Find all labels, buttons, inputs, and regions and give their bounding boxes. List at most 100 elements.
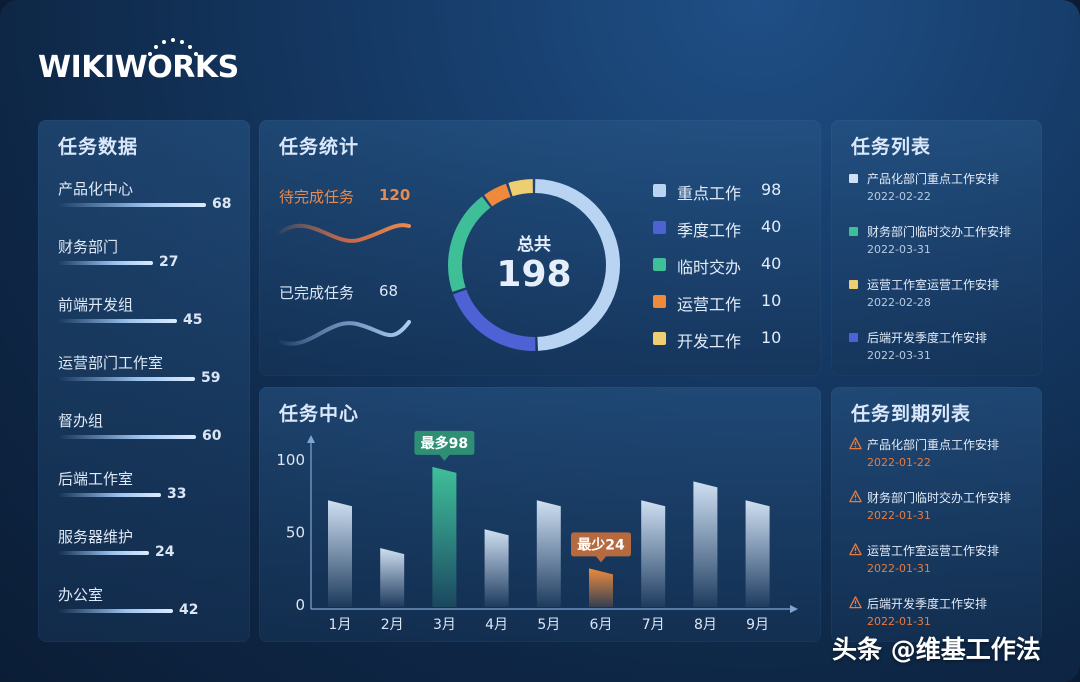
task-center-panel: 任务中心 100 50 0 1月 2月 3月 最多98 4月 5月 6月 最少24 7月 8月 9月 [259,387,821,642]
legend-item: 运营工作 10 [653,291,803,314]
x-tick-label: 1月 [329,617,352,633]
task-date: 2022-03-31 [867,243,931,256]
x-tick-label: 6月 [590,617,613,633]
done-wave [279,320,411,346]
task-list-item[interactable]: 后端开发季度工作安排 2022-03-31 [849,329,1039,369]
row-name: 产品化中心 [58,180,134,198]
warning-icon [849,490,862,503]
row-name: 财务部门 [58,238,119,256]
done-label: 已完成任务 [279,284,355,302]
due-list-item[interactable]: 产品化部门重点工作安排 2022-01-22 [849,436,1039,476]
due-task-date: 2022-01-31 [867,615,931,628]
donut-segment-重点工作 [535,179,621,351]
legend-value: 10 [761,291,782,310]
legend-value: 98 [761,180,782,199]
legend-swatch [653,258,666,271]
due-task-name: 产品化部门重点工作安排 [867,438,1000,452]
bar-3月 [432,466,457,607]
total-value: 198 [496,254,572,295]
bar-1月 [328,500,352,607]
donut-segment-季度工作 [453,289,536,351]
legend-label: 季度工作 [677,221,742,240]
due-list-item[interactable]: 后端开发季度工作安排 2022-01-31 [849,595,1039,635]
panel-title: 任务到期列表 [851,403,972,425]
task-list-panel: 任务列表 产品化部门重点工作安排 2022-02-22 财务部门临时交办工作安排 20… [831,120,1042,376]
legend-swatch [653,295,666,308]
bar-9月 [745,500,770,607]
row-name: 后端工作室 [58,470,134,488]
y-tick-label: 50 [286,524,305,542]
bar-2月 [380,548,405,607]
due-list-item[interactable]: 财务部门临时交办工作安排 2022-01-31 [849,489,1039,529]
legend-swatch [653,184,666,197]
chart-axes [310,439,794,610]
row-progress-bar [58,493,161,497]
due-task-name: 运营工作室运营工作安排 [867,544,1000,558]
due-task-date: 2022-01-31 [867,562,931,575]
legend-value: 40 [761,254,782,273]
done-value: 68 [379,282,399,300]
max-label: 最多98 [421,435,468,452]
y-tick-label: 0 [295,596,305,614]
donut-segment-开发工作 [508,179,533,197]
task-color-marker [849,333,858,342]
row-name: 服务器维护 [58,528,134,546]
due-task-name: 后端开发季度工作安排 [867,597,988,611]
legend-label: 运营工作 [677,295,742,314]
task-data-row: 产品化中心 68 [58,178,248,228]
task-data-row: 督办组 60 [58,410,248,460]
legend-value: 10 [761,328,782,347]
legend-item: 重点工作 98 [653,180,803,203]
legend-label: 重点工作 [677,184,742,203]
row-progress-bar [58,609,173,613]
bar-6月 [589,568,613,607]
row-progress-bar [58,261,153,265]
row-value: 42 [179,602,199,618]
row-name: 办公室 [58,586,104,604]
donut-segment-运营工作 [484,183,511,207]
row-progress-bar [58,319,177,323]
logo-dots-icon [148,38,198,56]
task-data-row: 后端工作室 33 [58,468,248,518]
due-list-item[interactable]: 运营工作室运营工作安排 2022-01-31 [849,542,1039,582]
legend-label: 开发工作 [677,332,742,351]
due-task-date: 2022-01-31 [867,509,931,522]
task-name: 产品化部门重点工作安排 [867,172,1000,186]
task-color-marker [849,227,858,236]
task-date: 2022-02-28 [867,296,931,309]
x-tick-label: 8月 [694,617,717,633]
task-date: 2022-03-31 [867,349,931,362]
row-value: 60 [202,428,222,444]
panel-title: 任务数据 [58,136,139,158]
task-data-row: 办公室 42 [58,584,248,634]
panel-title: 任务中心 [279,403,360,425]
task-list-item[interactable]: 运营工作室运营工作安排 2022-02-28 [849,276,1039,316]
row-value: 59 [201,370,221,386]
pending-wave [279,223,411,243]
task-data-row: 服务器维护 24 [58,526,248,576]
task-data-row: 运营部门工作室 59 [58,352,248,402]
min-label: 最少24 [577,536,625,553]
task-name: 运营工作室运营工作安排 [867,278,1000,292]
task-color-marker [849,174,858,183]
row-progress-bar [58,203,206,207]
task-list-item[interactable]: 产品化部门重点工作安排 2022-02-22 [849,170,1039,210]
warning-icon [849,596,862,609]
bar-8月 [693,481,718,607]
row-value: 45 [183,312,203,328]
legend-swatch [653,332,666,345]
task-list-item[interactable]: 财务部门临时交办工作安排 2022-03-31 [849,223,1039,263]
task-data-row: 财务部门 27 [58,236,248,286]
donut-segment-临时交办 [448,196,491,292]
task-color-marker [849,280,858,289]
warning-icon [849,543,862,556]
legend-item: 开发工作 10 [653,328,803,351]
legend-value: 40 [761,217,782,236]
pending-value: 120 [379,186,411,204]
max-callout: 最多98 [414,430,475,461]
warning-icon [849,437,862,450]
task-date: 2022-02-22 [867,190,931,203]
row-value: 24 [155,544,175,560]
task-donut-chart [448,179,621,351]
